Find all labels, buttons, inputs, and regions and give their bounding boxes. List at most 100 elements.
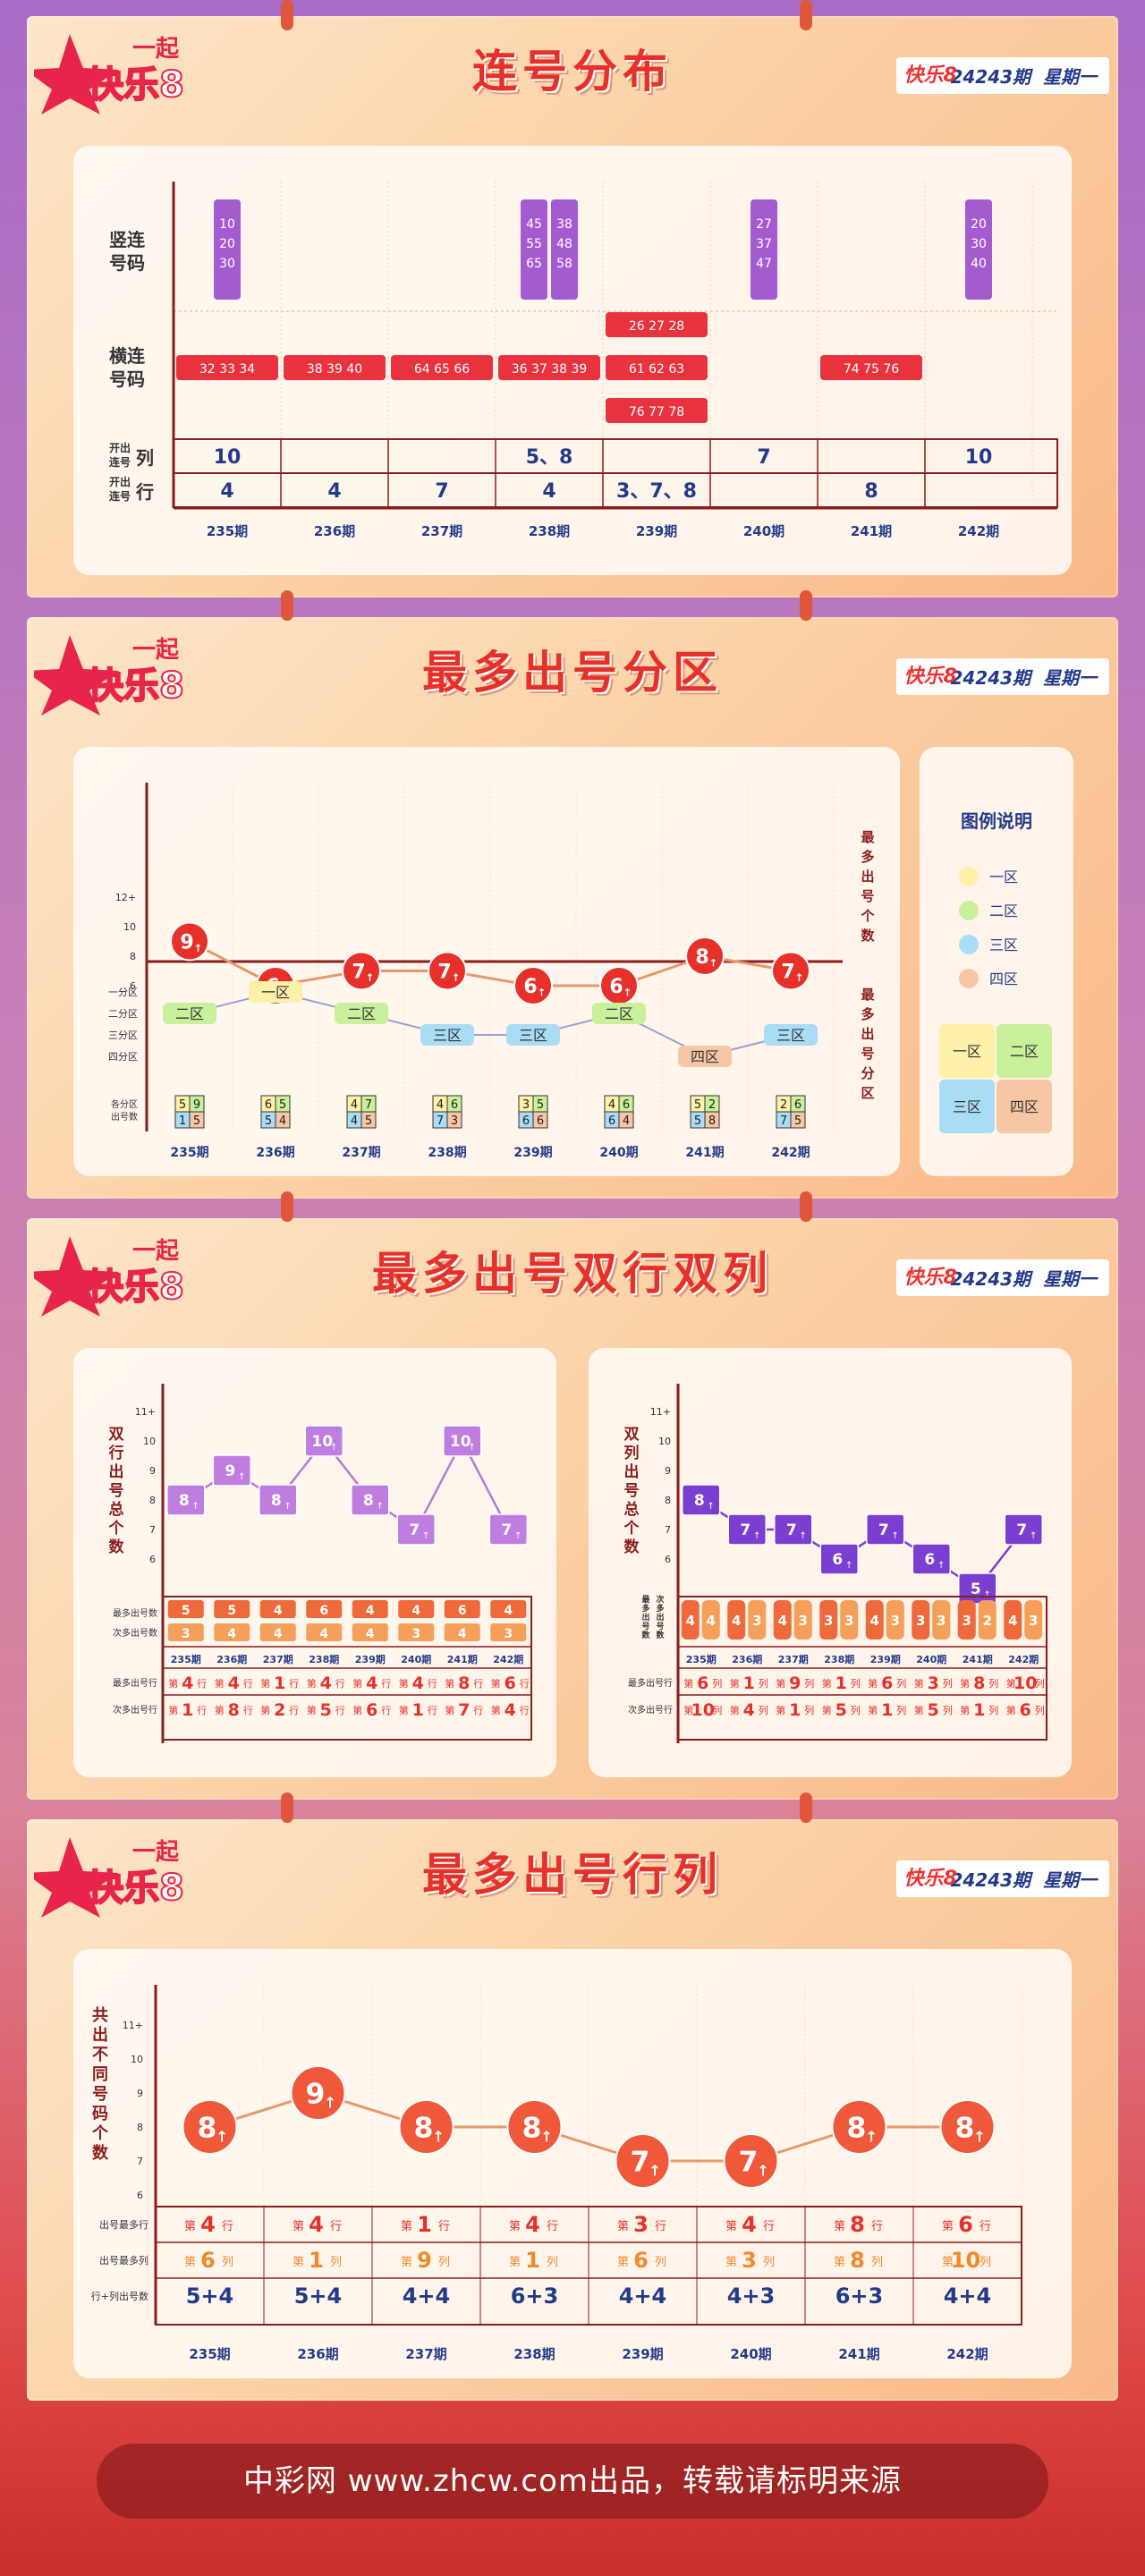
right-axis-label: 数 xyxy=(861,928,875,944)
value-label: 8 xyxy=(198,2112,217,2144)
horizontal-number: 76 77 78 xyxy=(629,405,684,419)
line-number: 3 xyxy=(742,2248,757,2273)
value-label: 6 xyxy=(832,1551,843,1569)
second-value: 4 xyxy=(458,1627,467,1641)
zone-count-value: 9 xyxy=(193,1098,200,1112)
double-col-card: 11+ 10 9 8 7 6 双列出号总个数 8 ↑ 7 ↑ 7 ↑ 6 ↑ 7 ↑ 6 ↑ 5 ↑ 7 ↑ 最多出号数次多出… xyxy=(589,1348,1072,1777)
zone-count-value: 4 xyxy=(437,1098,444,1112)
right-axis-label: 出 xyxy=(861,1026,874,1042)
value-label: 6 xyxy=(523,976,537,998)
max-cell xyxy=(352,1600,388,1618)
zone-count-value: 6 xyxy=(265,1098,272,1112)
row-label: 多 xyxy=(656,1603,664,1614)
row-label: 次多出号数 xyxy=(113,1627,157,1639)
up-arrow-icon: ↑ xyxy=(892,1531,899,1541)
count-bubble xyxy=(771,951,810,991)
value-bubble xyxy=(912,1543,951,1575)
line-number: 4 xyxy=(505,1700,516,1720)
second-value: 3 xyxy=(182,1627,191,1641)
footer-credit: 中彩网 www.zhcw.com出品，转载请标明来源 xyxy=(97,2444,1048,2519)
k8-mini-logo: 快乐8 xyxy=(903,1267,957,1289)
row-label: 最多出号行 xyxy=(113,1677,157,1689)
value-bubble xyxy=(1004,1513,1043,1546)
up-arrow-icon: ↑ xyxy=(538,987,547,999)
zone-count-value: 2 xyxy=(780,1098,787,1112)
sum-value: 4+3 xyxy=(727,2284,776,2309)
count-bubble xyxy=(685,936,725,976)
y-axis-label: 出 xyxy=(92,2025,108,2045)
ordinal-prefix: 第 xyxy=(822,1704,832,1716)
vertical-number: 37 xyxy=(756,237,772,251)
row-label: 多 xyxy=(641,1603,649,1614)
horizontal-bar xyxy=(606,398,708,423)
value-label: 9 xyxy=(225,1462,235,1480)
value-bubble xyxy=(488,1513,528,1546)
pair-value: 4 xyxy=(1008,1613,1017,1629)
line-unit: 行 xyxy=(330,2220,342,2233)
y-axis-label: 数 xyxy=(109,1538,125,1556)
row-label-row-unit: 行 xyxy=(135,481,154,503)
ordinal-prefix: 第 xyxy=(399,1704,409,1716)
logo-main: 快乐8 xyxy=(88,665,184,707)
logo-main: 快乐8 xyxy=(88,1267,184,1308)
zone-count-value: 5 xyxy=(179,1098,186,1112)
ordinal-prefix: 第 xyxy=(260,1704,270,1716)
horizontal-bar xyxy=(606,355,708,380)
zone-tag-label: 三区 xyxy=(776,1027,805,1044)
horizontal-number: 38 39 40 xyxy=(307,362,362,377)
y-axis-label: 双 xyxy=(109,1426,124,1444)
line-number: 5 xyxy=(320,1700,332,1720)
value-label: 8 xyxy=(847,2112,867,2144)
second-value: 3 xyxy=(411,1627,420,1641)
period-label: 240期 xyxy=(730,2346,771,2362)
line-unit: 行 xyxy=(222,2220,233,2233)
col-value: 10 xyxy=(214,446,242,469)
line-number: 4 xyxy=(743,1700,755,1720)
ordinal-prefix: 第 xyxy=(1006,1677,1016,1690)
zone-count-value: 4 xyxy=(608,1098,615,1112)
line-unit: 行 xyxy=(289,1705,299,1716)
sum-value: 5+4 xyxy=(186,2284,234,2309)
period-label: 238期 xyxy=(513,2346,555,2362)
zone-count-value: 3 xyxy=(522,1098,530,1112)
ordinal-prefix: 第 xyxy=(776,1704,785,1716)
value-label: 7 xyxy=(409,1521,420,1539)
row-label: 号 xyxy=(641,1622,649,1631)
legend-dot xyxy=(959,935,979,954)
logo-main: 快乐8 xyxy=(88,1868,184,1909)
brand-logo: 一起 快乐8 xyxy=(27,25,258,114)
y-tick: 9 xyxy=(137,2088,143,2099)
vertical-bar xyxy=(214,199,241,300)
ordinal-prefix: 第 xyxy=(914,1704,924,1716)
line-unit: 列 xyxy=(438,2256,450,2269)
line-number: 4 xyxy=(366,1674,377,1693)
zone-count-value: 5 xyxy=(279,1098,286,1112)
line-number: 4 xyxy=(742,2212,757,2237)
zone-count-value: 5 xyxy=(265,1114,272,1128)
zone-count-cell xyxy=(532,1111,548,1129)
value-label: 7 xyxy=(739,2146,759,2178)
value-label: 8 xyxy=(955,2112,975,2144)
ordinal-prefix: 第 xyxy=(215,1704,225,1716)
y-axis-label: 列 xyxy=(624,1444,640,1462)
right-axis-label: 出 xyxy=(861,869,874,885)
ordinal-prefix: 第 xyxy=(401,2256,412,2269)
up-arrow-icon: ↑ xyxy=(757,2163,769,2180)
legend-tile xyxy=(939,1080,995,1133)
period-label: 235期 xyxy=(189,2346,230,2362)
zone-count-value: 8 xyxy=(708,1114,716,1128)
line-unit: 列 xyxy=(804,1704,814,1716)
line-unit: 行 xyxy=(473,1705,483,1716)
legend-tile-label: 二区 xyxy=(1010,1043,1039,1060)
right-axis-label: 最 xyxy=(861,829,875,845)
line-unit: 列 xyxy=(851,1677,861,1690)
line-unit: 行 xyxy=(520,1678,530,1690)
legend-label: 二区 xyxy=(989,902,1018,919)
y-tick: 8 xyxy=(130,951,136,962)
period-label: 237期 xyxy=(421,523,462,539)
line-unit: 行 xyxy=(473,1678,483,1690)
row-label: 最 xyxy=(641,1594,650,1605)
period-label: 235期 xyxy=(171,1653,201,1665)
zone-tag xyxy=(420,1024,474,1046)
